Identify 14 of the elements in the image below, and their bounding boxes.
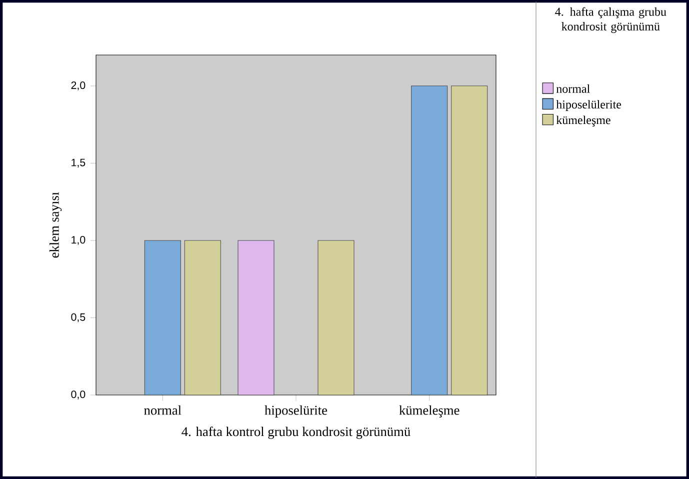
y-tick-label: 0,0: [71, 390, 86, 400]
x-axis-title: 4. hafta kontrol grubu kondrosit görünümü: [182, 426, 410, 439]
legend-title: 4. hafta çalışma grubu kondrosit görünümü: [555, 7, 666, 33]
y-tick-label: 0,5: [71, 313, 86, 322]
x-tick-label: kümeleşme: [399, 405, 460, 418]
y-tick-label: 2,0: [71, 82, 86, 90]
x-tick-label: normal: [144, 405, 182, 415]
legend-label: hiposelülerite: [556, 100, 622, 111]
y-axis-title: eklem sayısı: [49, 192, 62, 258]
legend-label: normal: [556, 84, 590, 93]
y-tick-label: 1,5: [72, 158, 86, 168]
x-tick-label: hiposelürite: [264, 405, 328, 418]
legend-label: kümeleşme: [556, 116, 610, 127]
y-tick-label: 1,0: [72, 236, 86, 245]
